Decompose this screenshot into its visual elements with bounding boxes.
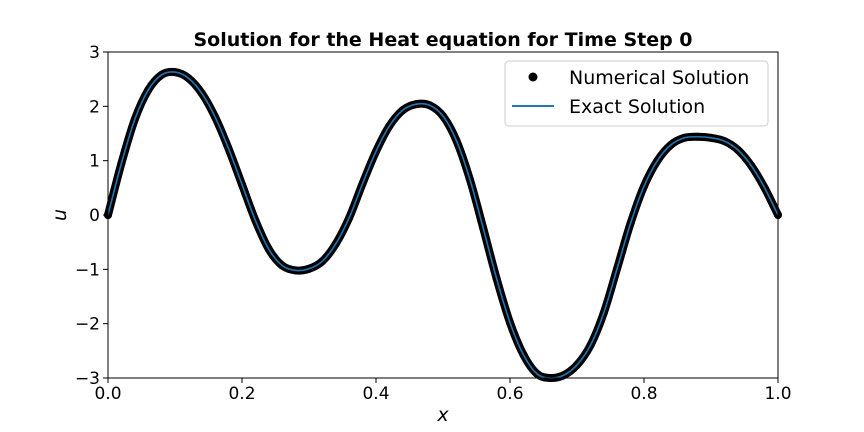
x-tick-label: 0.4 [362,384,389,404]
y-tick-label: −3 [75,369,100,389]
y-tick-label: 0 [89,206,100,226]
exact-solution-line [107,71,779,379]
legend: Numerical Solution Exact Solution [504,60,769,127]
legend-box [504,60,769,127]
x-tick-label: 0.2 [228,384,255,404]
y-tick-label: 1 [89,152,100,172]
y-tick-label: −2 [75,315,100,335]
y-tick-label: 3 [89,43,100,63]
x-tick-label: 1.0 [764,384,791,404]
x-axis-label: x [436,404,449,426]
x-tick-label: 0.0 [94,384,121,404]
legend-label-exact: Exact Solution [569,96,705,118]
x-tick-label: 0.8 [630,384,657,404]
plot-area [104,67,782,383]
legend-label-numerical: Numerical Solution [569,67,749,89]
y-tick-label: −1 [75,260,100,280]
chart-title: Solution for the Heat equation for Time … [193,29,692,51]
y-tick-label: 2 [89,97,100,117]
x-tick-label: 0.6 [496,384,523,404]
x-axis-ticks: 0.0 0.2 0.4 0.6 0.8 1.0 [94,378,792,404]
exact-solution-series [107,71,779,379]
legend-marker-numerical [528,72,538,82]
y-axis-ticks: 3 2 1 0 −1 −2 −3 [75,43,108,389]
y-axis-label: u [49,209,71,221]
axes-frame [107,51,779,379]
